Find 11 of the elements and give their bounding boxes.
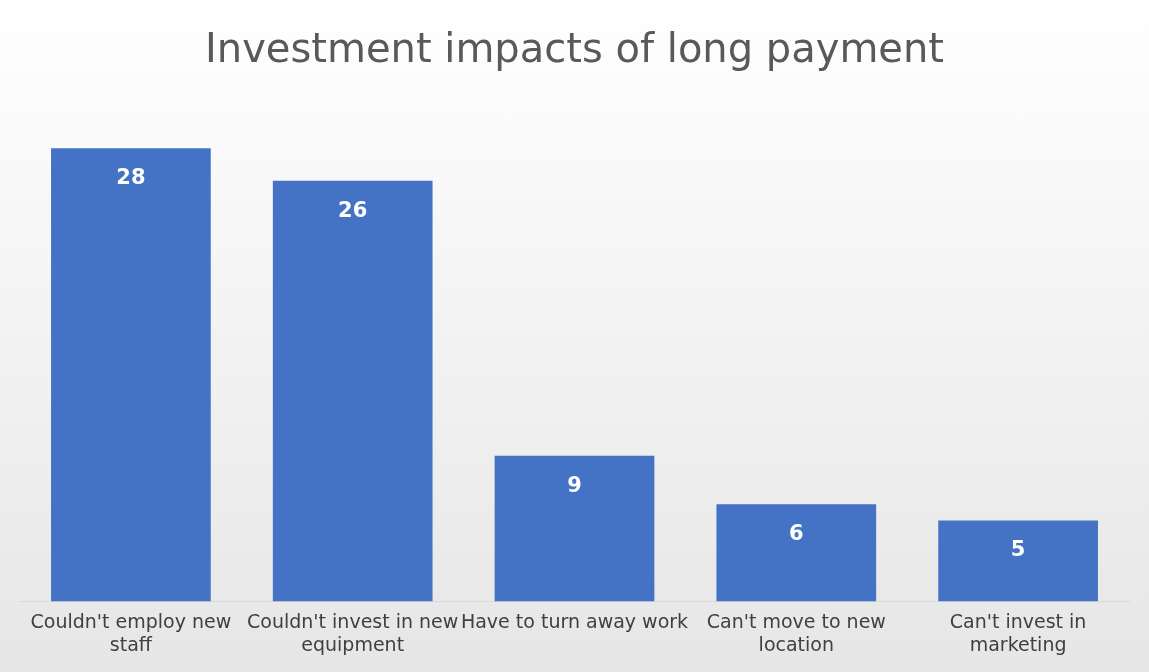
x-tick-label: Can't move to new location bbox=[706, 609, 886, 655]
chart-title: Investment impacts of long payment bbox=[205, 25, 944, 72]
data-label: 28 bbox=[116, 165, 146, 190]
x-tick-label: Couldn't employ new staff bbox=[30, 609, 232, 655]
x-tick-label: Have to turn away work bbox=[460, 609, 689, 632]
data-label: 5 bbox=[1010, 537, 1026, 562]
data-label: 9 bbox=[567, 472, 582, 497]
x-tick-label: Can't invest in marketing bbox=[949, 609, 1087, 655]
x-tick-label: Couldn't invest in new equipment bbox=[247, 609, 459, 655]
data-label: 6 bbox=[788, 521, 804, 546]
data-label: 26 bbox=[338, 197, 368, 222]
